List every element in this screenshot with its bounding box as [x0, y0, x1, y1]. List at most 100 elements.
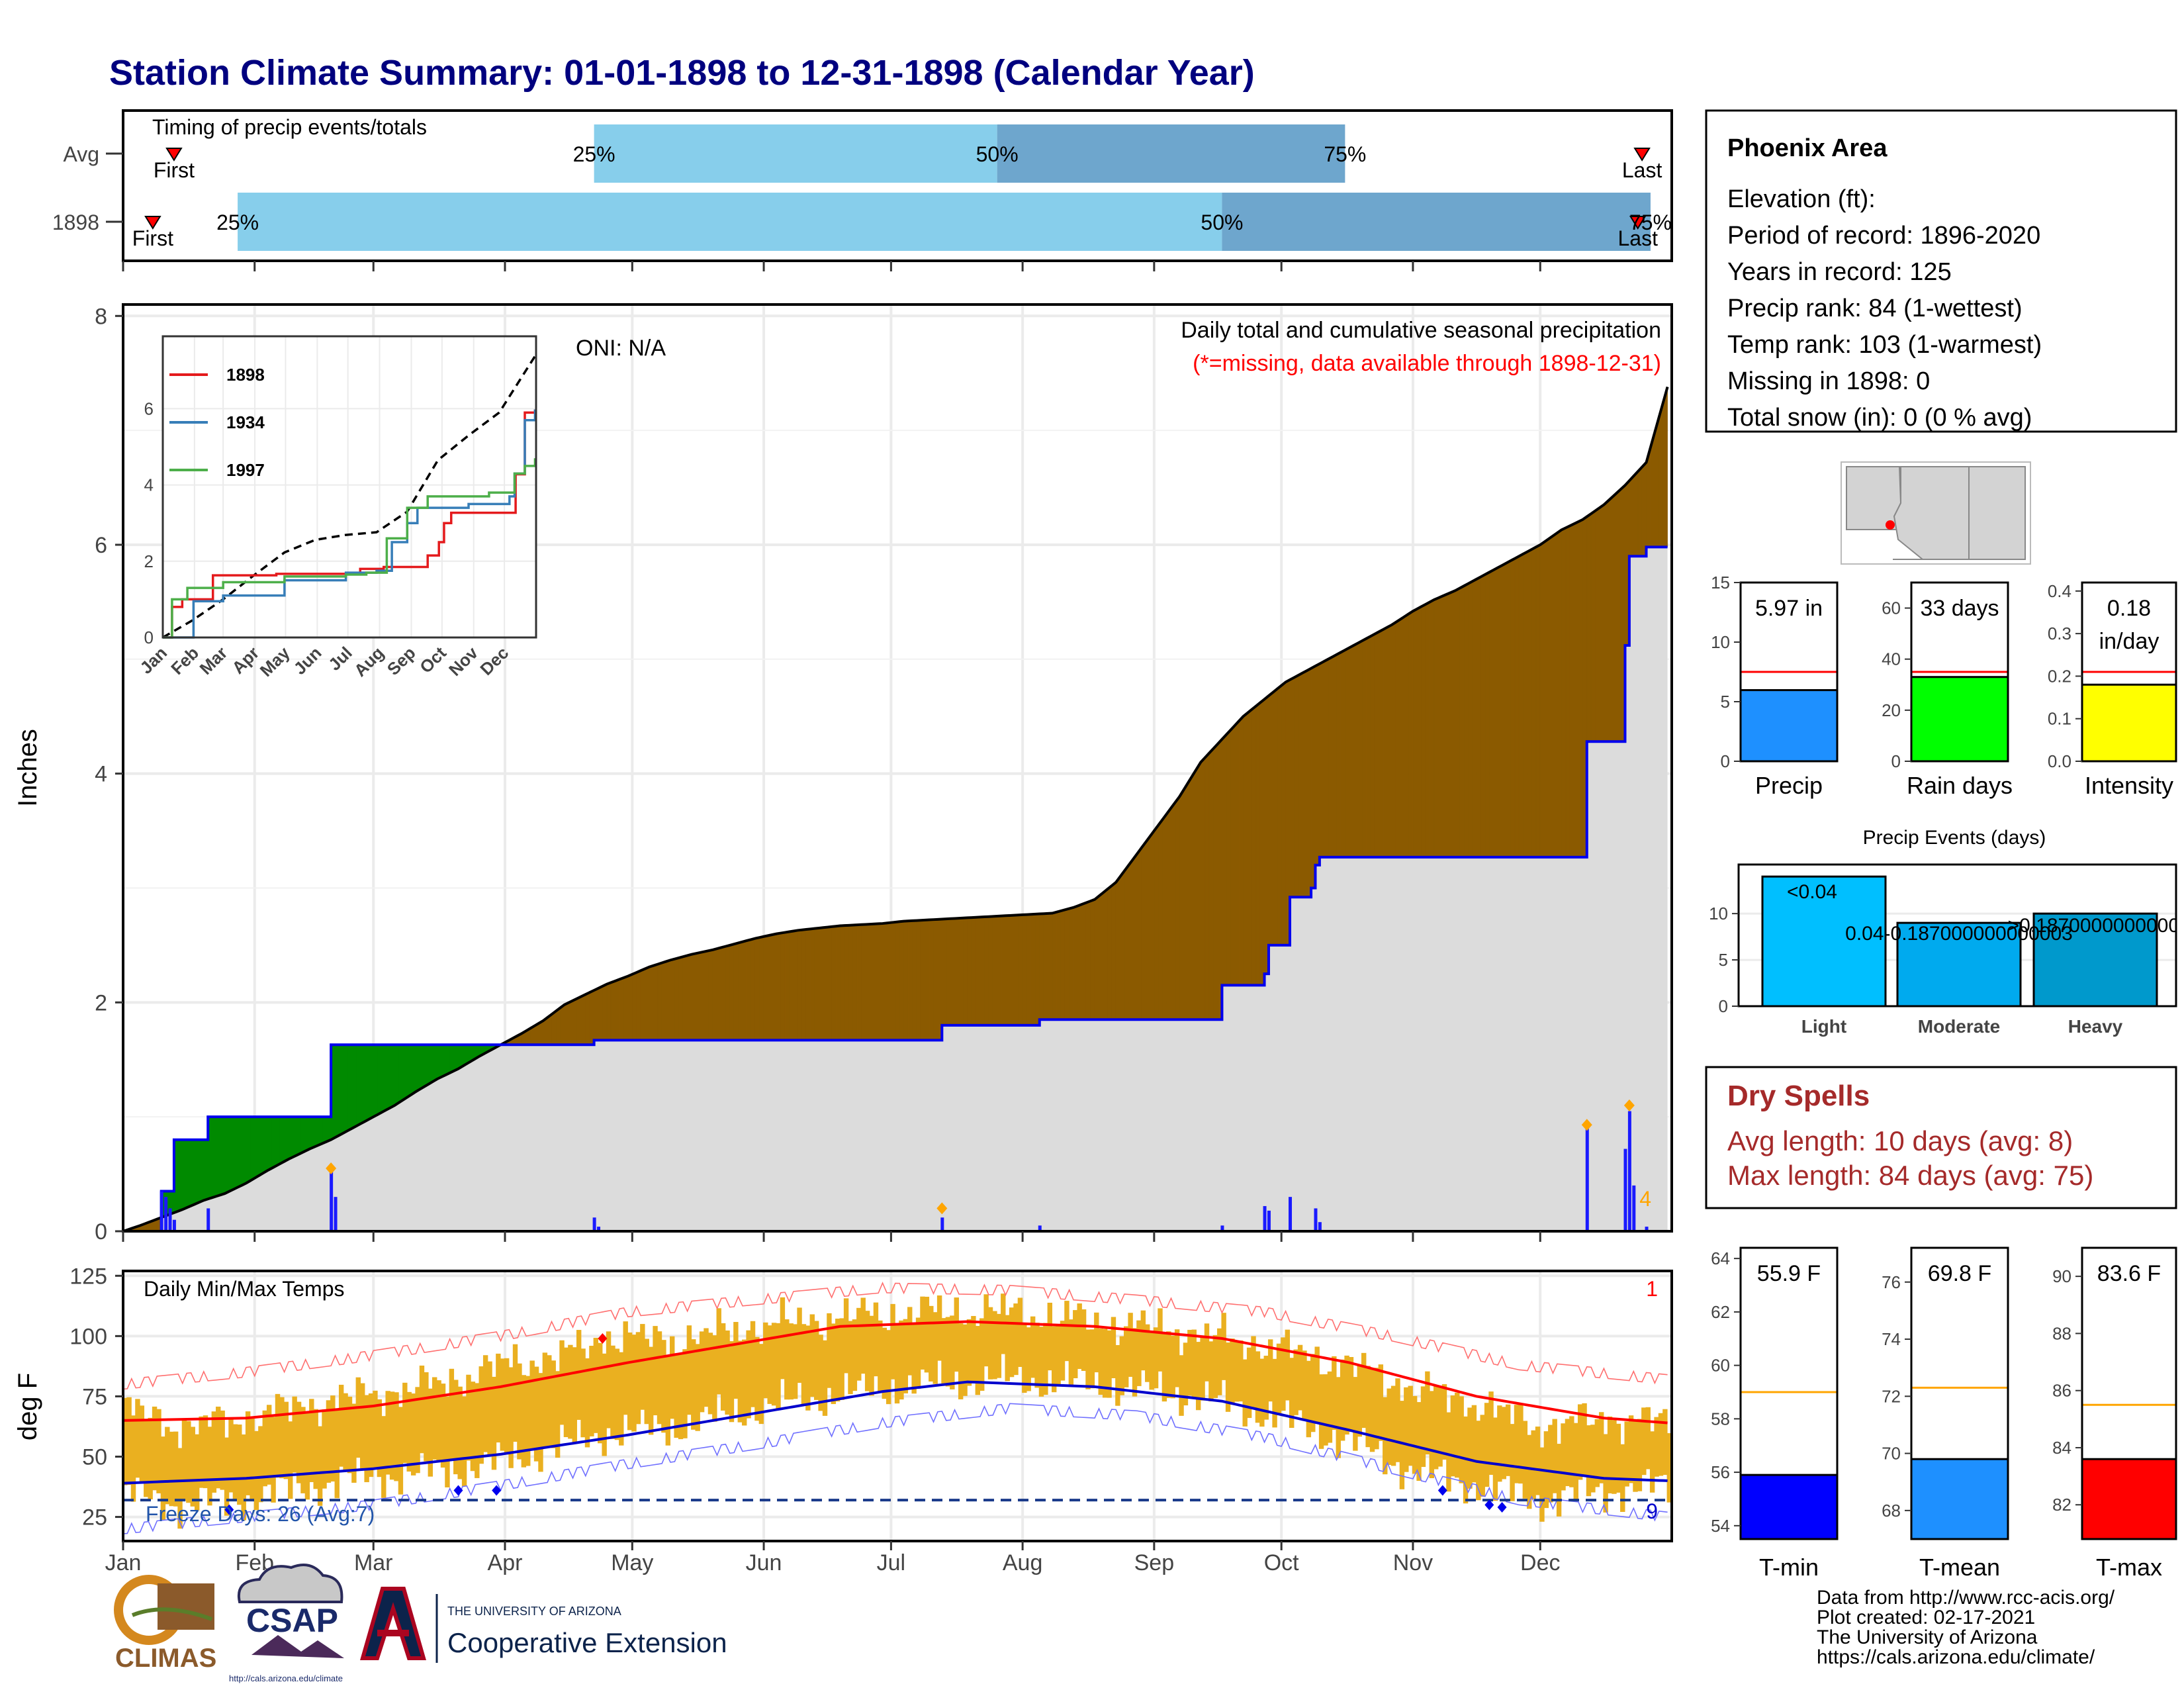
below-normal-fill [1574, 521, 1579, 858]
daily-temp-range-bar [1633, 1420, 1638, 1492]
daily-temp-range-bar [1577, 1404, 1583, 1480]
below-normal-fill [576, 996, 582, 1045]
below-normal-fill [1637, 466, 1643, 557]
below-normal-fill [1586, 513, 1592, 742]
daily-temp-range-bar [827, 1313, 832, 1388]
below-normal-fill [1302, 670, 1307, 898]
below-normal-fill [1328, 656, 1333, 858]
daily-temp-range-bar [1056, 1324, 1061, 1385]
temps-x-tick-label: Jan [105, 1550, 142, 1575]
daily-temp-range-bar [181, 1420, 187, 1501]
ua-logo-small-text: THE UNIVERSITY OF ARIZONA [447, 1605, 621, 1618]
station-info-line: Missing in 1898: 0 [1727, 367, 1930, 395]
daily-temp-range-bar [1314, 1346, 1320, 1423]
daily-precip-bar [592, 1217, 596, 1231]
below-normal-fill [801, 929, 807, 1041]
summary-y-tick-label: 62 [1711, 1302, 1730, 1322]
daily-temp-range-bar [377, 1399, 383, 1477]
below-normal-fill [649, 965, 654, 1041]
below-normal-fill [1391, 622, 1396, 858]
timing-first-label: First [132, 226, 173, 250]
daily-temp-range-bar [152, 1406, 158, 1491]
daily-temp-range-bar [1484, 1403, 1490, 1487]
daily-temp-range-bar [296, 1401, 302, 1483]
dry-spells-box: Dry Spells Avg length: 10 days (avg: 8) … [1705, 1066, 2177, 1209]
daily-temp-range-bar [1238, 1340, 1244, 1402]
daily-temp-range-bar [1361, 1352, 1367, 1429]
below-normal-fill [1201, 757, 1206, 1020]
below-normal-fill [1370, 633, 1375, 858]
daily-temp-range-bar [1556, 1444, 1562, 1517]
daily-temp-range-bar [729, 1341, 735, 1423]
daily-temp-range-bar [691, 1339, 696, 1430]
summary-panel-label: T-mean [1919, 1554, 2000, 1581]
daily-temp-range-bar [695, 1344, 700, 1431]
below-normal-fill [1289, 677, 1295, 898]
daily-temp-range-bar [228, 1419, 234, 1493]
daily-temp-range-bar [1217, 1328, 1222, 1395]
daily-temp-range-bar [1183, 1342, 1189, 1406]
daily-temp-range-bar [831, 1323, 837, 1405]
below-normal-fill [687, 954, 692, 1041]
csap-logo-mountain [251, 1635, 344, 1658]
daily-temp-range-bar [368, 1393, 374, 1477]
below-normal-fill [950, 918, 955, 1026]
summary-y-tick-label: 0.3 [2048, 624, 2071, 643]
daily-temp-range-bar [801, 1324, 807, 1406]
below-normal-fill [1064, 908, 1069, 1020]
normal-max-line [122, 1320, 1668, 1425]
daily-temp-range-bar [165, 1427, 170, 1505]
daily-temp-range-bar [1225, 1342, 1231, 1412]
above-normal-fill [254, 1116, 259, 1179]
above-normal-fill [288, 1116, 293, 1160]
daily-temp-range-bar [754, 1336, 760, 1421]
daily-temp-range-bar [1149, 1331, 1154, 1390]
below-normal-fill [1234, 720, 1240, 986]
below-normal-fill [594, 988, 599, 1041]
below-normal-fill [610, 980, 615, 1041]
summary-y-tick-label: 82 [2052, 1495, 2071, 1515]
daily-temp-range-bar [508, 1367, 514, 1468]
daily-temp-range-bar [203, 1415, 208, 1489]
station-locator-map [1841, 461, 2031, 565]
daily-temp-range-bar [563, 1347, 569, 1438]
daily-temp-range-bar [580, 1348, 586, 1438]
credit-university: The University of Arizona [1817, 1626, 2038, 1648]
daily-temp-range-bar [436, 1380, 441, 1462]
above-normal-fill [441, 1044, 446, 1078]
below-normal-fill [988, 916, 993, 1026]
daily-temp-range-bar [250, 1418, 255, 1500]
summary-y-tick-label: 20 [1882, 700, 1901, 720]
daily-temp-range-bar [933, 1312, 938, 1384]
below-normal-fill [1455, 588, 1460, 858]
precip-y-tick-label: 2 [95, 990, 107, 1015]
below-normal-fill [1476, 576, 1481, 858]
above-normal-fill [394, 1044, 400, 1106]
below-normal-fill [742, 940, 747, 1041]
daily-temp-range-bar [1527, 1434, 1532, 1509]
daily-temp-range-bar [915, 1317, 921, 1389]
below-normal-fill [1604, 500, 1609, 742]
daily-temp-range-bar [529, 1360, 535, 1450]
below-normal-fill [1595, 507, 1600, 742]
daily-temp-range-bar [317, 1426, 323, 1506]
daily-temp-range-bar [584, 1358, 590, 1448]
map-state-arizona [1893, 466, 1970, 560]
record-low-marker [1497, 1502, 1507, 1513]
daily-temp-range-bar [292, 1396, 297, 1473]
daily-temp-range-bar [1327, 1371, 1333, 1443]
daily-temp-range-bar [148, 1417, 153, 1500]
summary-panel-frame [1910, 1246, 2009, 1540]
below-normal-fill [678, 956, 684, 1041]
record-low-marker [453, 1485, 463, 1496]
daily-temp-range-bar [1607, 1416, 1613, 1493]
daily-temp-range-bar [606, 1331, 612, 1429]
daily-temp-range-bar [1369, 1368, 1375, 1452]
above-normal-fill [453, 1044, 459, 1072]
daily-temp-range-bar [144, 1419, 149, 1497]
inset-legend-label: 1934 [226, 412, 265, 432]
below-normal-fill [1332, 654, 1337, 858]
daily-temp-range-bar [1187, 1329, 1193, 1396]
daily-temp-range-bar [466, 1374, 471, 1461]
